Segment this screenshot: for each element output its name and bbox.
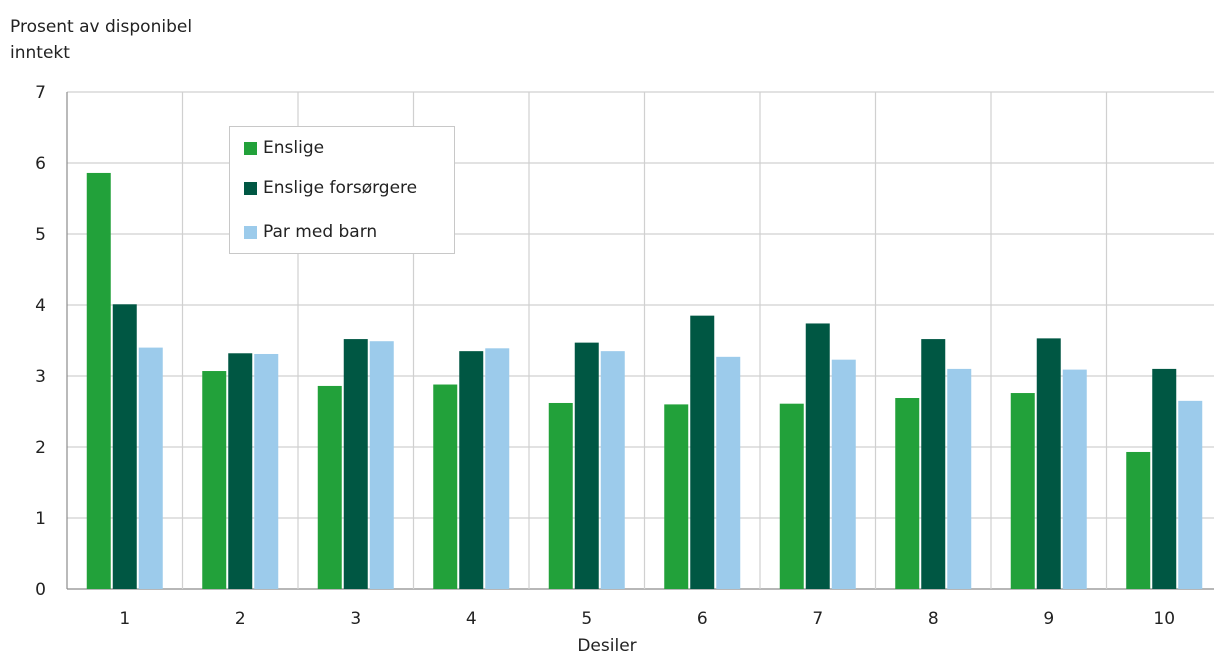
bar-enslige-desil-2	[202, 371, 227, 589]
bar-enslige-desil-1	[86, 172, 111, 589]
bars	[86, 172, 1203, 589]
bar-enslige-desil-7	[779, 403, 804, 589]
x-tick-label: 7	[812, 609, 823, 629]
bar-enslige-fors-rgere-desil-8	[921, 339, 946, 589]
y-axis-title: Prosent av disponibel inntekt	[10, 17, 193, 63]
x-tick-label: 6	[697, 609, 708, 629]
bar-par-med-barn-desil-9	[1062, 369, 1087, 589]
x-tick-label: 9	[1043, 609, 1054, 629]
y-tick-labels: 0 1 2 3 4 5 6 7	[35, 83, 46, 600]
x-tick-label: 1	[119, 609, 130, 629]
x-axis-title: Desiler	[577, 636, 637, 656]
bar-enslige-desil-10	[1126, 451, 1151, 589]
bar-par-med-barn-desil-3	[369, 341, 394, 589]
legend-swatch-enslige	[244, 141, 257, 155]
legend-label-enslige: Enslige	[263, 138, 325, 158]
y-tick-label: 2	[35, 438, 46, 458]
bar-par-med-barn-desil-2	[254, 353, 279, 589]
legend-item-enslige-forsorgere: Enslige forsørgere	[244, 177, 417, 199]
y-tick-label: 7	[35, 83, 46, 103]
bar-par-med-barn-desil-5	[600, 351, 625, 589]
bar-par-med-barn-desil-4	[485, 348, 510, 589]
bar-par-med-barn-desil-8	[947, 368, 972, 589]
bar-par-med-barn-desil-10	[1178, 400, 1203, 589]
bar-enslige-desil-5	[548, 402, 573, 589]
bar-enslige-fors-rgere-desil-5	[574, 342, 599, 589]
bar-enslige-desil-4	[433, 384, 458, 589]
bar-enslige-fors-rgere-desil-4	[459, 351, 484, 589]
y-tick-label: 5	[35, 225, 46, 245]
bar-enslige-desil-3	[317, 385, 342, 589]
legend-swatch-enslige-forsorgere	[244, 181, 257, 195]
bar-enslige-fors-rgere-desil-2	[228, 353, 253, 589]
x-tick-label: 4	[466, 609, 477, 629]
bar-enslige-desil-9	[1010, 393, 1035, 589]
legend: Enslige Enslige forsørgere Par med barn	[229, 126, 455, 254]
x-tick-label: 10	[1153, 609, 1175, 629]
legend-item-par-med-barn: Par med barn	[244, 221, 377, 243]
bar-enslige-fors-rgere-desil-3	[343, 339, 368, 589]
x-tick-label: 5	[581, 609, 592, 629]
y-tick-label: 0	[35, 580, 46, 600]
bar-par-med-barn-desil-6	[716, 356, 741, 589]
y-tick-label: 1	[35, 509, 46, 529]
x-tick-label: 3	[350, 609, 361, 629]
bar-par-med-barn-desil-7	[831, 359, 856, 589]
bar-enslige-desil-8	[895, 398, 920, 589]
y-tick-label: 4	[35, 296, 46, 316]
legend-label-par-med-barn: Par med barn	[263, 222, 378, 242]
bar-enslige-fors-rgere-desil-1	[112, 304, 137, 589]
bar-enslige-fors-rgere-desil-10	[1152, 368, 1177, 589]
bar-enslige-fors-rgere-desil-7	[805, 323, 830, 589]
x-tick-label: 2	[235, 609, 246, 629]
bar-enslige-fors-rgere-desil-6	[690, 315, 715, 589]
legend-swatch-par-med-barn	[244, 225, 257, 239]
legend-label-enslige-forsorgere: Enslige forsørgere	[263, 178, 418, 198]
legend-item-enslige: Enslige	[244, 137, 324, 159]
x-tick-label: 8	[928, 609, 939, 629]
y-tick-label: 3	[35, 367, 46, 387]
y-tick-label: 6	[35, 154, 46, 174]
bar-enslige-desil-6	[664, 404, 689, 589]
x-tick-labels: 1 2 3 4 5 6 7 8 9 10	[119, 609, 1175, 629]
bar-enslige-fors-rgere-desil-9	[1036, 338, 1061, 589]
bar-par-med-barn-desil-1	[138, 347, 163, 589]
